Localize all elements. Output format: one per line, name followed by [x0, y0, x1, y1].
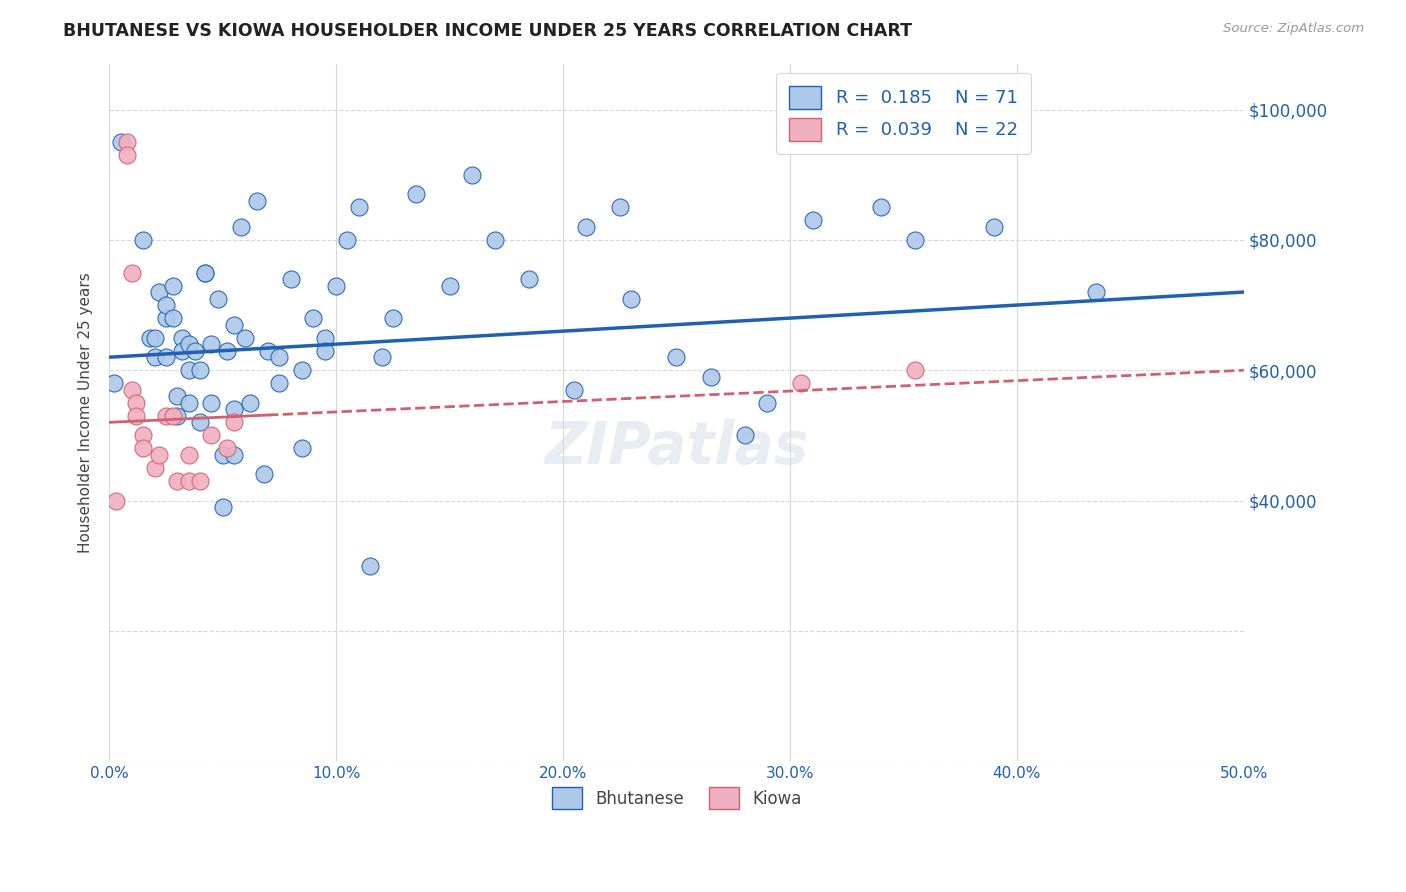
Point — [103, 376, 125, 391]
Point — [162, 409, 184, 423]
Point — [188, 415, 211, 429]
Point — [869, 200, 891, 214]
Text: BHUTANESE VS KIOWA HOUSEHOLDER INCOME UNDER 25 YEARS CORRELATION CHART: BHUTANESE VS KIOWA HOUSEHOLDER INCOME UN… — [63, 22, 912, 40]
Point — [756, 396, 779, 410]
Point — [405, 187, 427, 202]
Point — [117, 135, 139, 149]
Point — [1085, 285, 1108, 299]
Point — [269, 350, 291, 364]
Point — [200, 396, 222, 410]
Point — [148, 448, 170, 462]
Point — [155, 311, 177, 326]
Point — [125, 409, 148, 423]
Point — [162, 278, 184, 293]
Point — [166, 409, 188, 423]
Point — [665, 350, 688, 364]
Point — [790, 376, 813, 391]
Text: Source: ZipAtlas.com: Source: ZipAtlas.com — [1223, 22, 1364, 36]
Point — [211, 500, 233, 514]
Point — [105, 493, 128, 508]
Point — [193, 266, 215, 280]
Point — [162, 311, 184, 326]
Point — [620, 292, 643, 306]
Point — [193, 266, 215, 280]
Point — [280, 272, 302, 286]
Point — [381, 311, 404, 326]
Point — [904, 233, 927, 247]
Point — [609, 200, 631, 214]
Point — [336, 233, 359, 247]
Point — [184, 343, 207, 358]
Point — [211, 448, 233, 462]
Point — [170, 343, 193, 358]
Point — [188, 363, 211, 377]
Point — [200, 428, 222, 442]
Point — [177, 474, 200, 488]
Point — [484, 233, 506, 247]
Point — [291, 442, 314, 456]
Point — [143, 461, 166, 475]
Point — [139, 331, 162, 345]
Point — [699, 369, 721, 384]
Point — [370, 350, 392, 364]
Point — [207, 292, 229, 306]
Point — [143, 331, 166, 345]
Point — [177, 396, 200, 410]
Point — [269, 376, 291, 391]
Point — [148, 285, 170, 299]
Point — [252, 467, 274, 482]
Point — [983, 219, 1005, 234]
Point — [222, 402, 245, 417]
Point — [229, 219, 252, 234]
Point — [239, 396, 262, 410]
Point — [177, 337, 200, 351]
Point — [291, 363, 314, 377]
Point — [166, 389, 188, 403]
Point — [132, 233, 155, 247]
Point — [125, 396, 148, 410]
Point — [217, 442, 239, 456]
Point — [217, 343, 239, 358]
Point — [257, 343, 280, 358]
Point — [177, 448, 200, 462]
Point — [222, 318, 245, 332]
Point — [188, 474, 211, 488]
Point — [155, 350, 177, 364]
Point — [904, 363, 927, 377]
Point — [222, 415, 245, 429]
Point — [132, 428, 155, 442]
Point — [121, 266, 143, 280]
Point — [143, 350, 166, 364]
Legend: Bhutanese, Kiowa: Bhutanese, Kiowa — [546, 780, 808, 815]
Point — [564, 383, 586, 397]
Point — [347, 200, 370, 214]
Point — [302, 311, 325, 326]
Point — [177, 363, 200, 377]
Y-axis label: Householder Income Under 25 years: Householder Income Under 25 years — [79, 272, 93, 553]
Point — [325, 278, 347, 293]
Point — [517, 272, 540, 286]
Point — [575, 219, 598, 234]
Point — [170, 331, 193, 345]
Point — [117, 148, 139, 162]
Point — [314, 331, 336, 345]
Point — [155, 298, 177, 312]
Point — [461, 168, 484, 182]
Point — [222, 448, 245, 462]
Point — [246, 194, 269, 208]
Point — [734, 428, 756, 442]
Point — [155, 409, 177, 423]
Point — [359, 558, 381, 573]
Point — [314, 343, 336, 358]
Point — [132, 442, 155, 456]
Point — [200, 337, 222, 351]
Point — [801, 213, 824, 227]
Point — [121, 383, 143, 397]
Point — [110, 135, 132, 149]
Point — [235, 331, 257, 345]
Point — [166, 474, 188, 488]
Point — [439, 278, 461, 293]
Text: ZIPatlas: ZIPatlas — [544, 419, 808, 476]
